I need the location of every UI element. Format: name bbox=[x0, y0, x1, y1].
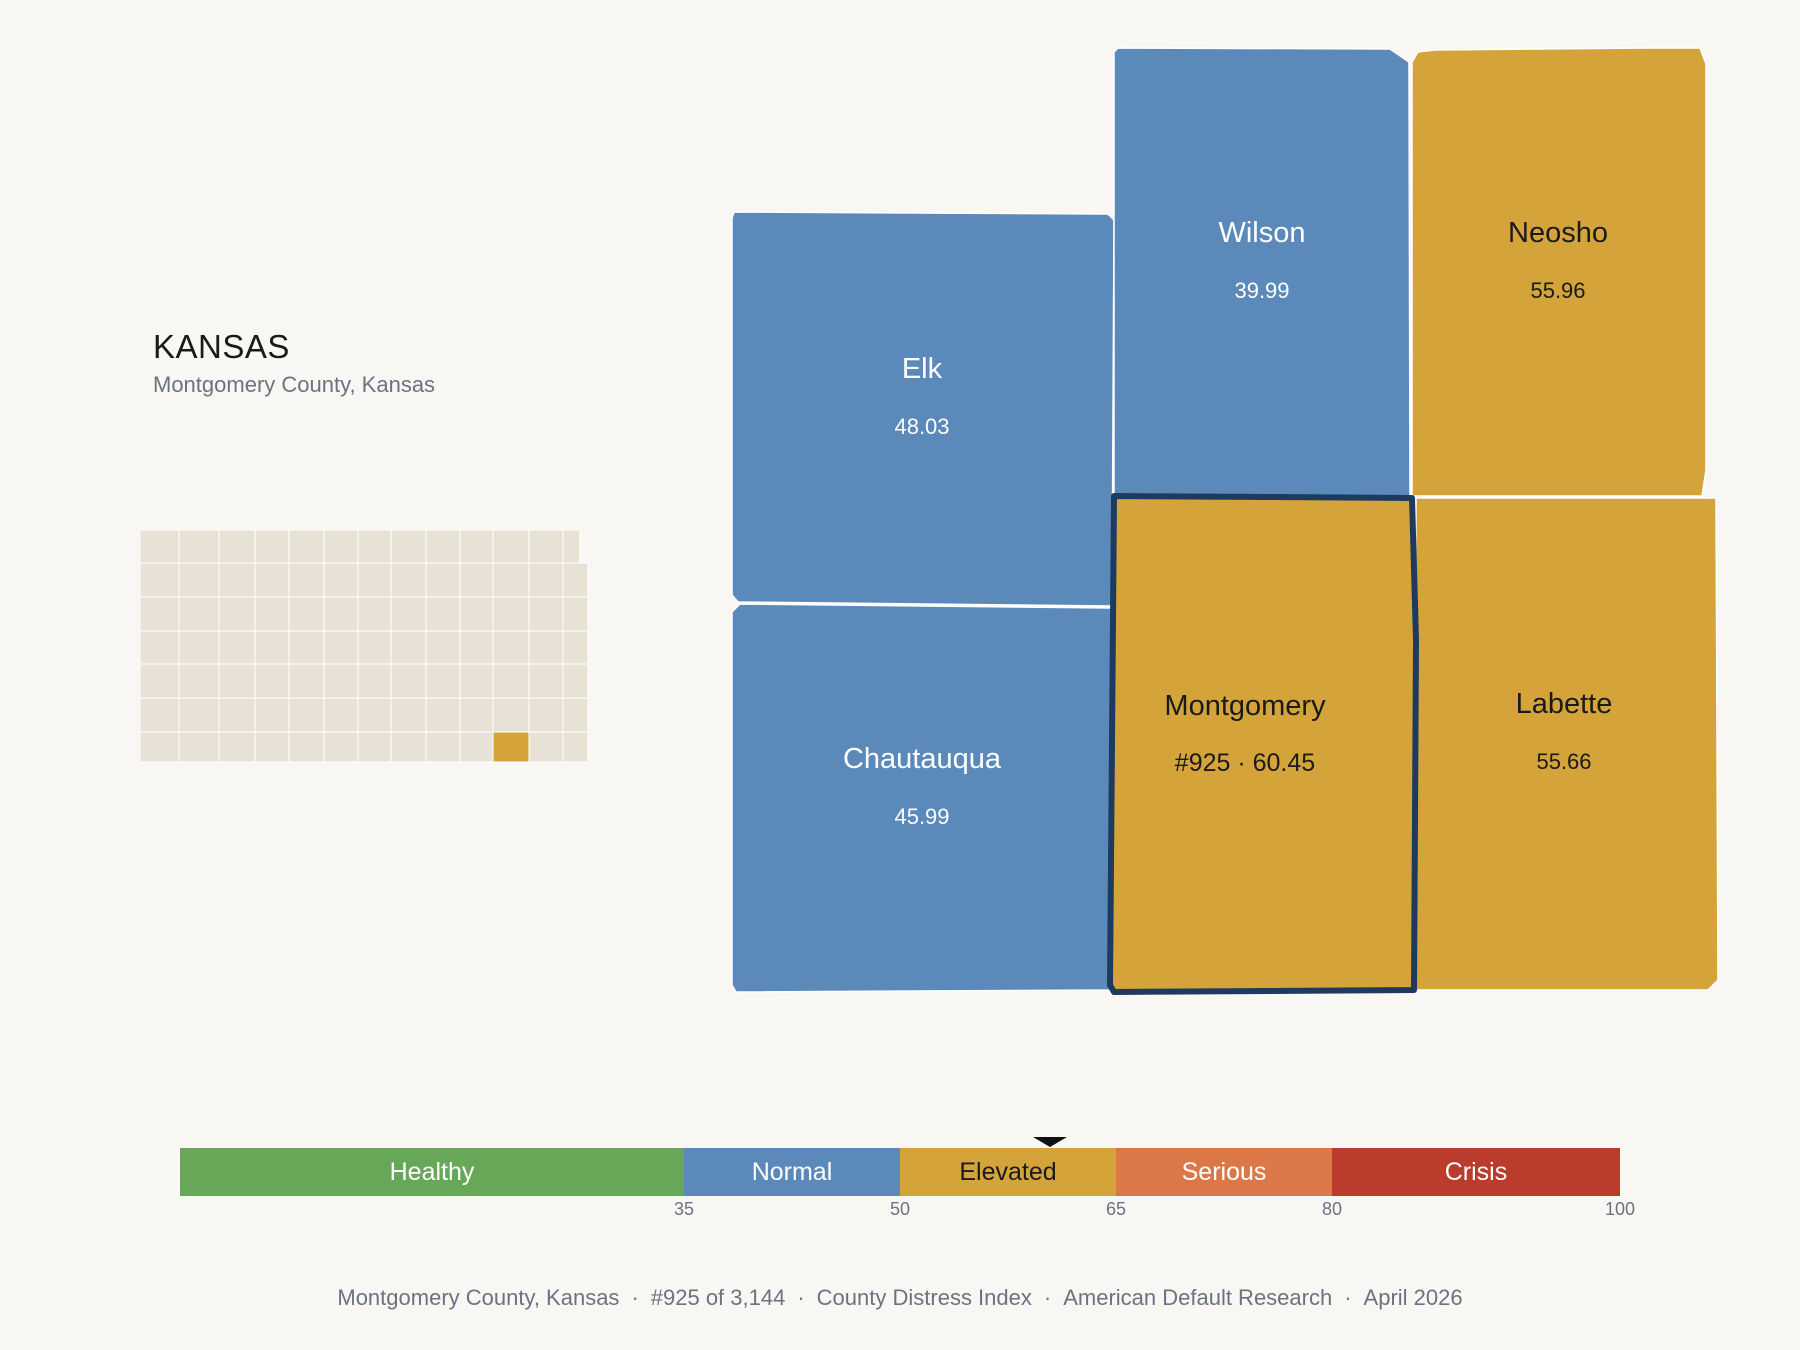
locator-county bbox=[562, 697, 589, 733]
county-shape[interactable] bbox=[731, 603, 1113, 993]
legend-tick-label: 100 bbox=[1604, 1199, 1636, 1219]
locator-county bbox=[492, 596, 530, 632]
state-locator-map bbox=[140, 530, 589, 763]
footer: Montgomery County, Kansas · #925 of 3,144 ·… bbox=[0, 1285, 1800, 1311]
legend-segment-crisis: Crisis bbox=[1332, 1148, 1620, 1196]
legend-tick-label: 80 bbox=[1321, 1199, 1343, 1219]
locator-county bbox=[492, 697, 530, 733]
locator-county bbox=[390, 697, 427, 733]
county-montgomery[interactable]: Montgomery #925 · 60.45 bbox=[1109, 495, 1417, 993]
locator-county bbox=[323, 697, 359, 733]
legend-segment-elevated: Elevated bbox=[900, 1148, 1116, 1196]
locator-county bbox=[425, 630, 461, 665]
county-shape[interactable] bbox=[1113, 47, 1411, 497]
locator-county bbox=[357, 663, 392, 699]
locator-county bbox=[140, 630, 180, 665]
selected-county-outline bbox=[1107, 493, 1419, 995]
county-value-label: 48.03 bbox=[894, 414, 949, 439]
locator-county bbox=[218, 731, 256, 763]
footer-separator: · bbox=[797, 1285, 805, 1310]
legend-segment-healthy: Healthy bbox=[180, 1148, 684, 1196]
locator-county bbox=[562, 663, 589, 699]
locator-county bbox=[425, 731, 461, 763]
county-shape[interactable] bbox=[731, 211, 1115, 607]
locator-county bbox=[459, 562, 494, 598]
county-neosho[interactable]: Neosho 55.96 bbox=[1411, 47, 1707, 497]
locator-county bbox=[528, 731, 564, 763]
locator-county bbox=[218, 697, 256, 733]
locator-county bbox=[254, 663, 290, 699]
county-name-label: Wilson bbox=[1218, 217, 1305, 249]
footer-item: Montgomery County, Kansas bbox=[337, 1285, 620, 1310]
locator-county bbox=[357, 697, 392, 733]
county-elk[interactable]: Elk 48.03 bbox=[731, 211, 1115, 607]
locator-county bbox=[425, 596, 461, 632]
county-shape[interactable] bbox=[1411, 47, 1707, 497]
locator-county bbox=[288, 596, 325, 632]
current-value-marker bbox=[1033, 1137, 1068, 1147]
footer-separator: · bbox=[1043, 1285, 1052, 1310]
locator-county bbox=[528, 562, 564, 598]
locator-county bbox=[254, 697, 290, 733]
locator-county bbox=[323, 562, 359, 598]
footer-item: April 2026 bbox=[1363, 1285, 1463, 1310]
locator-county bbox=[562, 630, 589, 665]
locator-county bbox=[390, 731, 427, 763]
locator-county bbox=[528, 663, 564, 699]
footer-item: American Default Research bbox=[1063, 1285, 1333, 1310]
county-name-label: Neosho bbox=[1508, 217, 1608, 249]
locator-county bbox=[562, 731, 589, 763]
legend-segment-serious: Serious bbox=[1116, 1148, 1332, 1196]
footer-separator: · bbox=[1344, 1285, 1352, 1310]
footer-item: #925 of 3,144 bbox=[650, 1285, 786, 1310]
locator-county bbox=[459, 731, 494, 763]
county-value-label: 39.99 bbox=[1234, 278, 1289, 303]
locator-county bbox=[390, 663, 427, 699]
locator-county bbox=[218, 663, 256, 699]
regional-county-map: Elk 48.03 Wilson 39.99 Neosho 55.96 Chautauqua… bbox=[731, 47, 1719, 995]
county-value-label: 45.99 bbox=[894, 804, 949, 829]
county-name-label: Elk bbox=[902, 353, 943, 385]
state-title: KANSAS bbox=[153, 328, 290, 365]
legend-tick-label: 50 bbox=[889, 1199, 911, 1219]
county-value-label: 55.96 bbox=[1530, 278, 1585, 303]
county-shape[interactable] bbox=[1413, 497, 1719, 991]
locator-county bbox=[492, 663, 530, 699]
county-name-label: Montgomery bbox=[1164, 690, 1326, 722]
locator-county bbox=[288, 630, 325, 665]
locator-county bbox=[288, 530, 325, 564]
locator-county bbox=[140, 596, 180, 632]
distress-legend-bar: Healthy Normal Elevated Serious Crisis bbox=[180, 1148, 1620, 1196]
legend-tick-label: 65 bbox=[1105, 1199, 1127, 1219]
locator-county bbox=[459, 630, 494, 665]
county-subtitle: Montgomery County, Kansas bbox=[153, 372, 436, 397]
county-wilson[interactable]: Wilson 39.99 bbox=[1113, 47, 1411, 497]
county-chautauqua[interactable]: Chautauqua 45.99 bbox=[731, 603, 1113, 993]
footer-separator: · bbox=[631, 1285, 639, 1310]
legend-segment-normal: Normal bbox=[684, 1148, 900, 1196]
locator-county bbox=[288, 731, 325, 763]
locator-county bbox=[323, 630, 359, 665]
locator-county bbox=[218, 596, 256, 632]
locator-county bbox=[357, 562, 392, 598]
locator-county bbox=[288, 663, 325, 699]
locator-county bbox=[390, 596, 427, 632]
locator-county bbox=[178, 731, 220, 763]
legend-tick-label: 35 bbox=[673, 1199, 695, 1219]
county-labette[interactable]: Labette 55.66 bbox=[1413, 497, 1719, 991]
county-name-label: Labette bbox=[1516, 688, 1613, 720]
locator-county bbox=[178, 562, 220, 598]
footer-item: County Distress Index bbox=[816, 1285, 1032, 1310]
locator-county-montgomery bbox=[492, 731, 530, 763]
county-name-label: Chautauqua bbox=[843, 743, 1002, 775]
county-value-label: #925 · 60.45 bbox=[1175, 749, 1315, 777]
locator-county bbox=[288, 697, 325, 733]
county-value-label: 55.66 bbox=[1536, 749, 1591, 774]
county-shape[interactable] bbox=[1109, 495, 1417, 993]
locator-county bbox=[178, 596, 220, 632]
locator-county bbox=[425, 663, 461, 699]
locator-county bbox=[178, 630, 220, 665]
locator-county bbox=[140, 530, 180, 564]
